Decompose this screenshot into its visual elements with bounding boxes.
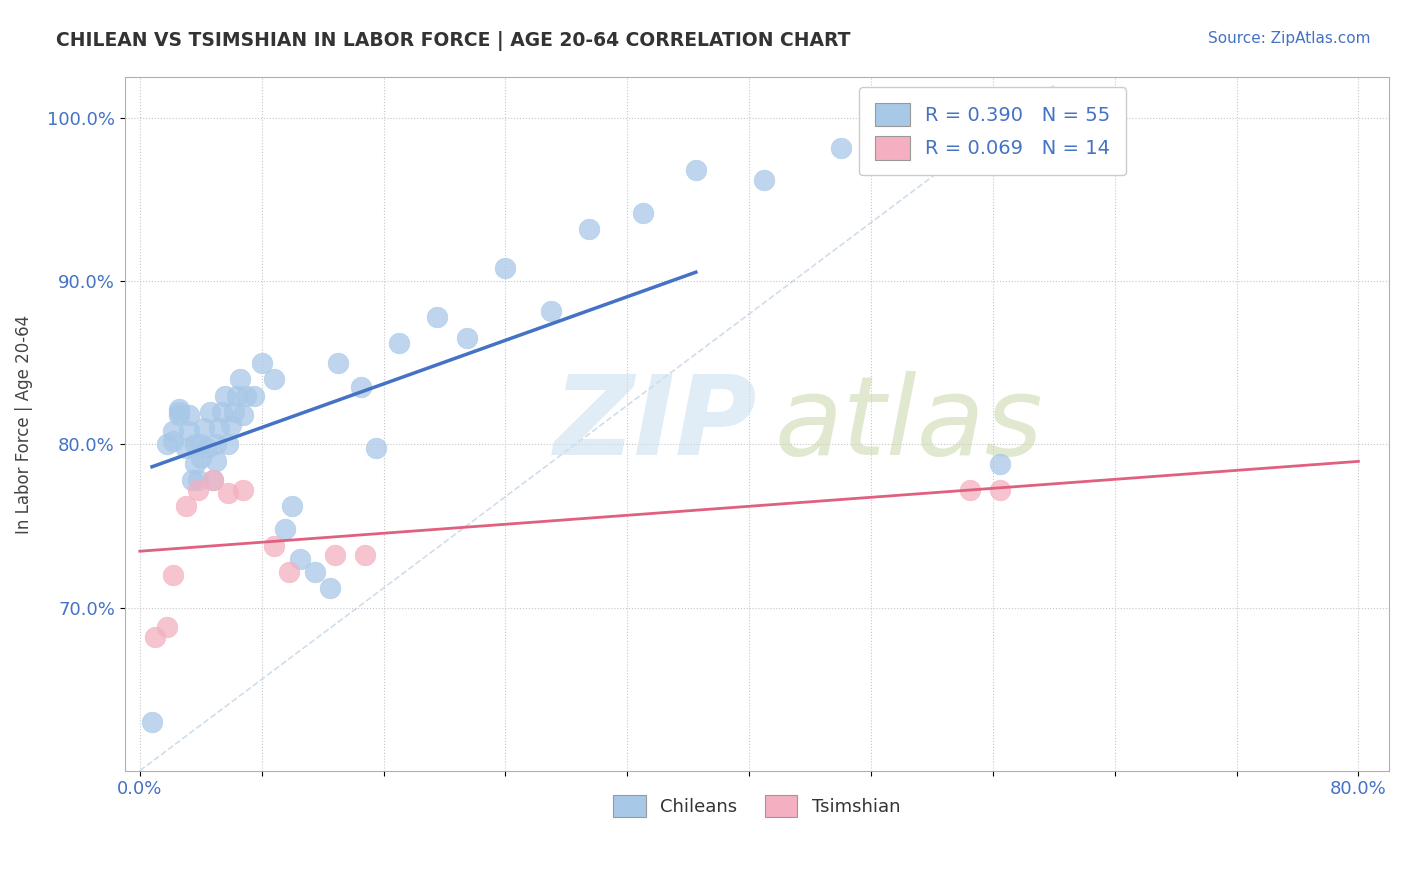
Point [243, 388, 266, 402]
Point [232, 483, 254, 497]
Point [169, 408, 191, 422]
Point [350, 380, 373, 394]
Point [201, 473, 224, 487]
Point [174, 441, 197, 455]
Point [187, 483, 209, 497]
Point [754, 173, 776, 187]
Point [205, 454, 228, 468]
Text: CHILEAN VS TSIMSHIAN IN LABOR FORCE | AGE 20-64 CORRELATION CHART: CHILEAN VS TSIMSHIAN IN LABOR FORCE | AG… [56, 31, 851, 51]
Point [162, 434, 184, 449]
Point [208, 421, 231, 435]
Point [830, 140, 852, 154]
Point [156, 437, 179, 451]
Point [183, 437, 205, 451]
Point [288, 551, 311, 566]
Point [263, 539, 285, 553]
Point [540, 303, 562, 318]
Point [183, 457, 205, 471]
Point [250, 356, 273, 370]
Point [143, 630, 166, 644]
Point [217, 437, 239, 451]
Point [219, 417, 242, 432]
Point [141, 714, 163, 729]
Point [959, 483, 981, 497]
Point [214, 388, 236, 402]
Legend: Chileans, Tsimshian: Chileans, Tsimshian [606, 788, 907, 824]
Point [990, 457, 1012, 471]
Point [631, 206, 654, 220]
Point [205, 437, 228, 451]
Point [174, 500, 197, 514]
Point [187, 473, 209, 487]
Point [180, 473, 202, 487]
Point [990, 483, 1012, 497]
Point [326, 356, 349, 370]
Point [229, 372, 252, 386]
Text: atlas: atlas [775, 370, 1043, 477]
Point [169, 405, 191, 419]
Point [162, 425, 184, 439]
Point [281, 500, 304, 514]
Point [193, 421, 215, 435]
Point [177, 425, 200, 439]
Point [198, 405, 221, 419]
Point [304, 565, 326, 579]
Point [217, 486, 239, 500]
Point [323, 549, 346, 563]
Point [263, 372, 285, 386]
Point [235, 388, 257, 402]
Point [388, 336, 411, 351]
Point [426, 310, 449, 325]
Y-axis label: In Labor Force | Age 20-64: In Labor Force | Age 20-64 [15, 315, 32, 533]
Point [578, 222, 600, 236]
Text: ZIP: ZIP [554, 370, 758, 477]
Point [905, 124, 928, 138]
Point [169, 401, 191, 416]
Point [177, 408, 200, 422]
Point [190, 437, 212, 451]
Point [211, 405, 233, 419]
Point [224, 405, 246, 419]
Point [319, 581, 342, 595]
Point [685, 163, 707, 178]
Point [226, 388, 249, 402]
Point [278, 565, 301, 579]
Point [232, 408, 254, 422]
Point [162, 568, 184, 582]
Point [273, 522, 295, 536]
Point [156, 620, 179, 634]
Point [201, 473, 224, 487]
Point [456, 331, 478, 345]
Point [354, 549, 377, 563]
Point [195, 441, 218, 455]
Point [494, 261, 516, 276]
Point [364, 441, 387, 455]
Point [190, 450, 212, 465]
Text: Source: ZipAtlas.com: Source: ZipAtlas.com [1208, 31, 1371, 46]
